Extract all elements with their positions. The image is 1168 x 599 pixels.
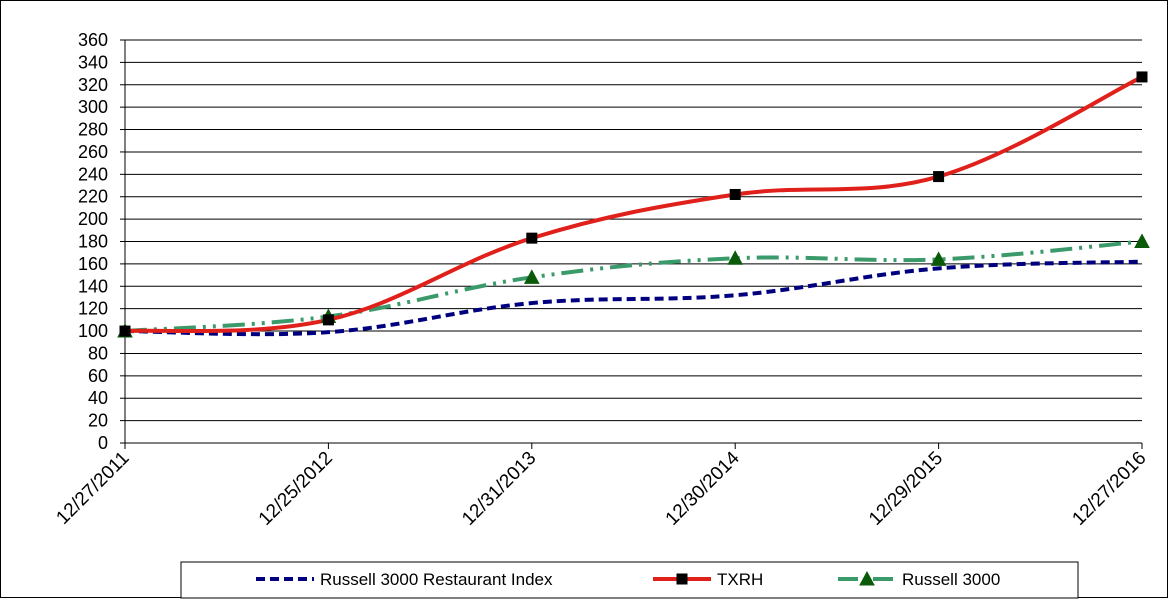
y-tick-label: 20 bbox=[88, 411, 108, 431]
legend-marker bbox=[676, 573, 688, 585]
y-tick-label: 260 bbox=[78, 142, 108, 162]
y-tick-label: 220 bbox=[78, 187, 108, 207]
series-markers bbox=[117, 71, 1150, 338]
data-point bbox=[322, 314, 334, 326]
y-tick-label: 300 bbox=[78, 97, 108, 117]
data-point bbox=[1136, 71, 1148, 83]
y-tick-label: 320 bbox=[78, 75, 108, 95]
y-tick-label: 80 bbox=[88, 343, 108, 363]
series-lines bbox=[124, 75, 1143, 337]
y-tick-label: 200 bbox=[78, 209, 108, 229]
y-tick-label: 60 bbox=[88, 366, 108, 386]
x-tick-labels: 12/27/2011 12/25/2012 12/31/2013 12/30/2014… bbox=[52, 447, 1150, 529]
y-tick-label: 340 bbox=[78, 52, 108, 72]
legend-box bbox=[180, 561, 1079, 599]
x-tick-label: 12/30/2014 bbox=[662, 447, 744, 529]
x-tick-label: 12/31/2013 bbox=[458, 448, 540, 530]
data-point bbox=[526, 232, 538, 244]
x-tick-label: 12/27/2011 bbox=[52, 448, 133, 529]
data-point bbox=[1134, 233, 1150, 248]
data-point bbox=[729, 188, 741, 200]
y-tick-label: 240 bbox=[78, 164, 108, 184]
legend-label: Russell 3000 Restaurant Index bbox=[320, 570, 553, 589]
y-tick-label: 40 bbox=[88, 388, 108, 408]
x-tick-label: 12/25/2012 bbox=[255, 448, 337, 530]
series-line-2 bbox=[124, 239, 1143, 334]
data-point bbox=[727, 250, 744, 265]
y-tick-label: 100 bbox=[78, 321, 108, 341]
y-tick-label: 280 bbox=[78, 120, 108, 140]
legend-label: Russell 3000 bbox=[902, 570, 1000, 589]
y-tick-label: 120 bbox=[78, 299, 108, 319]
x-tick-label: 12/27/2016 bbox=[1068, 448, 1150, 530]
gridlines bbox=[125, 39, 1142, 422]
data-point bbox=[119, 325, 131, 337]
axes bbox=[120, 39, 1143, 449]
y-tick-label: 140 bbox=[78, 276, 108, 296]
y-tick-label: 160 bbox=[78, 254, 108, 274]
y-tick-label: 0 bbox=[98, 433, 108, 453]
data-point bbox=[930, 251, 947, 266]
series-line-0 bbox=[124, 259, 1143, 337]
data-point bbox=[933, 171, 945, 183]
x-tick-label: 12/29/2015 bbox=[865, 448, 947, 530]
legend-label: TXRH bbox=[717, 570, 763, 589]
y-tick-label: 360 bbox=[78, 30, 108, 50]
legend: Russell 3000 Restaurant Index TXRH Russell… bbox=[180, 561, 1079, 599]
y-tick-label: 180 bbox=[78, 232, 108, 252]
legend-marker bbox=[859, 570, 875, 586]
series-line-1 bbox=[124, 75, 1143, 334]
data-point bbox=[523, 269, 540, 284]
